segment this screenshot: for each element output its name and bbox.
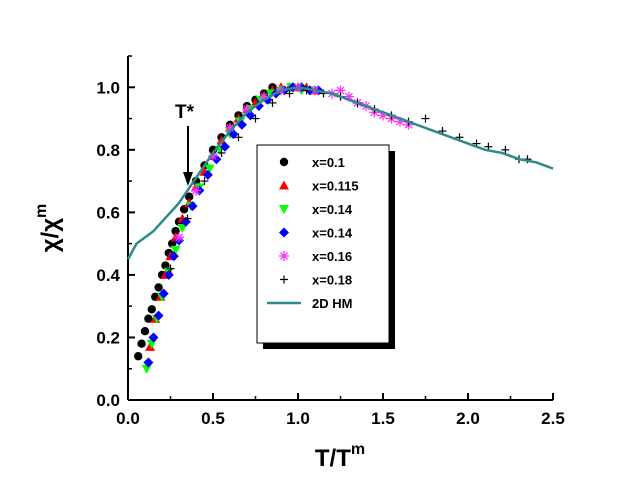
data-point-plus bbox=[200, 177, 209, 186]
data-point-triangle-down bbox=[146, 339, 157, 349]
y-axis-title: χ/χm bbox=[33, 204, 64, 253]
data-point-diamond bbox=[187, 201, 198, 212]
legend-entry: x=0.1 bbox=[279, 155, 345, 170]
legend-swatch-asterisk-stroke bbox=[280, 252, 288, 260]
data-point-triangle-down bbox=[170, 245, 181, 255]
legend-swatch-circle bbox=[279, 157, 289, 167]
data-point-plus bbox=[501, 145, 510, 154]
data-point-diamond bbox=[180, 216, 191, 227]
data-point-diamond bbox=[219, 141, 230, 152]
t-star-annotation: T* bbox=[175, 102, 195, 186]
data-point-diamond bbox=[148, 332, 159, 343]
x-tick-label: 0.5 bbox=[201, 409, 225, 428]
legend-label: x=0.14 bbox=[312, 202, 353, 217]
legend-entry: x=0.115 bbox=[279, 179, 359, 194]
data-point-circle bbox=[185, 192, 194, 201]
data-point-diamond bbox=[143, 357, 154, 368]
t-star-label: T* bbox=[175, 102, 195, 123]
data-point-plus bbox=[251, 114, 260, 123]
data-point-diamond bbox=[153, 310, 164, 321]
data-point-asterisk-stroke bbox=[336, 86, 345, 95]
x-tick-label: 2.0 bbox=[456, 409, 480, 428]
data-point-circle bbox=[168, 239, 177, 248]
data-point-triangle-down bbox=[141, 364, 152, 374]
y-tick-label: 0.8 bbox=[96, 141, 120, 160]
data-point-asterisk bbox=[174, 232, 184, 243]
data-point-triangle-up bbox=[216, 135, 227, 145]
data-point-circle bbox=[179, 205, 189, 214]
y-tick-label: 1.0 bbox=[96, 78, 120, 97]
data-point-plus bbox=[183, 214, 192, 223]
data-point-plus bbox=[217, 148, 226, 157]
x-tick-label: 1.0 bbox=[286, 409, 310, 428]
data-point-asterisk bbox=[191, 185, 201, 196]
data-point-diamond bbox=[163, 269, 174, 280]
data-point-plus bbox=[285, 89, 294, 98]
legend-entry: 2D HM bbox=[267, 296, 352, 311]
data-point-diamond bbox=[253, 101, 264, 112]
data-point-asterisk-stroke bbox=[226, 123, 234, 132]
model-curve-2d-hm bbox=[126, 86, 554, 260]
x-axis-title: T/Tm bbox=[315, 441, 365, 472]
x-axis-title-main: T/T bbox=[315, 445, 351, 472]
y-axis-title-sup: m bbox=[33, 204, 50, 218]
data-point-asterisk-stroke bbox=[175, 233, 183, 242]
data-point-circle bbox=[171, 226, 180, 236]
x-axis-ticks: 0.0 0.5 1.0 1.5 2.0 2.5 bbox=[116, 393, 565, 428]
data-point-plus bbox=[166, 264, 175, 273]
legend-entry: x=0.14 bbox=[279, 226, 353, 241]
legend-swatch-diamond bbox=[279, 227, 289, 238]
y-tick-label: 0.6 bbox=[96, 203, 120, 222]
legend-label: x=0.115 bbox=[312, 179, 359, 194]
data-point-plus bbox=[234, 133, 243, 142]
data-point-circle bbox=[137, 339, 146, 348]
y-tick-label: 0.2 bbox=[96, 328, 120, 347]
legend-swatch-asterisk bbox=[279, 251, 289, 261]
data-point-diamond bbox=[168, 251, 179, 262]
y-axis-title-main: χ/χ bbox=[37, 218, 64, 252]
data-point-triangle-up bbox=[145, 341, 156, 351]
data-point-circle bbox=[161, 261, 170, 270]
legend-label: 2D HM bbox=[312, 296, 352, 311]
data-point-circle bbox=[144, 314, 153, 323]
legend: x=0.1 x=0.115 x=0.14 x=0.14 x=0.16 x=0.18 2D H… bbox=[256, 144, 395, 349]
x-tick-label: 2.5 bbox=[541, 409, 565, 428]
y-axis-ticks: 0.0 0.2 0.4 0.6 0.8 1.0 bbox=[96, 55, 135, 410]
x-tick-label: 0.0 bbox=[116, 409, 140, 428]
legend-swatch-triangle-up bbox=[279, 180, 289, 190]
data-point-asterisk-stroke bbox=[243, 105, 251, 114]
data-point-diamond bbox=[202, 169, 213, 180]
y-tick-label: 0.0 bbox=[96, 391, 120, 410]
data-point-asterisk-stroke bbox=[260, 92, 268, 101]
data-point-circle bbox=[147, 305, 156, 314]
data-point-plus bbox=[268, 98, 277, 107]
legend-label: x=0.18 bbox=[312, 273, 352, 288]
legend-items: x=0.1 x=0.115 x=0.14 x=0.14 x=0.16 x=0.18 2D H… bbox=[267, 155, 359, 311]
series-2D-HM-6 bbox=[126, 86, 554, 260]
series-layer bbox=[126, 82, 554, 374]
legend-entry: x=0.14 bbox=[279, 202, 353, 217]
y-tick-label: 0.4 bbox=[96, 266, 120, 285]
x-axis-title-sup: m bbox=[351, 441, 365, 458]
legend-swatch-triangle-down bbox=[279, 205, 289, 214]
x-tick-label: 1.5 bbox=[371, 409, 395, 428]
data-point-circle bbox=[134, 352, 143, 361]
legend-entry: x=0.16 bbox=[279, 249, 352, 264]
t-star-arrow-head bbox=[183, 172, 193, 186]
legend-entry: x=0.18 bbox=[280, 273, 352, 288]
legend-swatch-plus bbox=[280, 275, 288, 284]
legend-label: x=0.1 bbox=[312, 155, 345, 170]
data-point-circle bbox=[140, 327, 150, 336]
legend-label: x=0.14 bbox=[312, 226, 353, 241]
legend-label: x=0.16 bbox=[312, 249, 352, 264]
legend-box bbox=[256, 144, 390, 344]
data-point-triangle-down bbox=[204, 164, 215, 174]
data-point-circle bbox=[154, 283, 163, 292]
data-point-triangle-down bbox=[177, 224, 188, 233]
data-point-plus bbox=[421, 114, 430, 123]
data-point-asterisk-stroke bbox=[192, 186, 200, 195]
data-point-diamond bbox=[158, 288, 169, 299]
